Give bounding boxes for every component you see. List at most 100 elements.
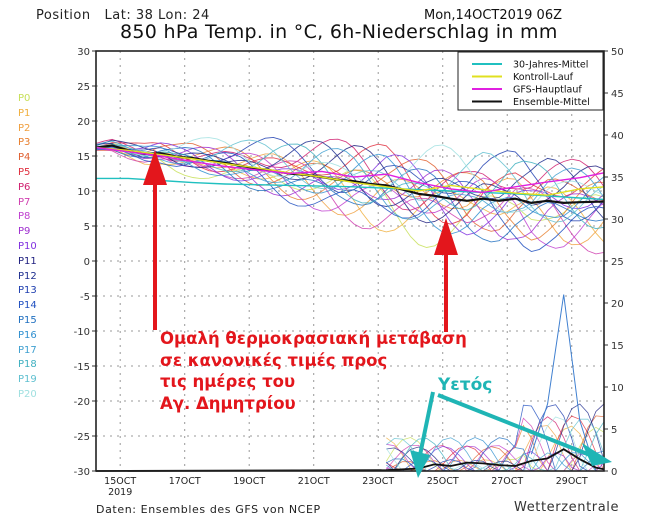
y-tick-label: -30 (74, 467, 90, 478)
legend-label: Kontroll-Lauf (513, 72, 574, 83)
data-source: Daten: Ensembles des GFS von NCEP (96, 503, 321, 516)
latitude: Lat: 38 (104, 8, 154, 23)
y-right-tick-label: 15 (611, 341, 624, 352)
y-tick-label: -15 (74, 362, 90, 373)
member-label: P7 (18, 196, 31, 208)
member-line (95, 142, 605, 232)
member-line (95, 146, 605, 252)
annotation-red-line: Ομαλή θερμοκρασιακή μετάβαση (160, 329, 467, 348)
position-label: Position (36, 8, 91, 23)
annotation-precip: Υετός (438, 375, 493, 395)
member-label: P13 (18, 285, 37, 297)
position-readout: Position Lat: 38 Lon: 24 (36, 8, 210, 23)
member-label: P6 (18, 181, 31, 193)
legend-label: 30-Jahres-Mittel (513, 60, 588, 71)
chart-title: 850 hPa Temp. in °C, 6h-Niederschlag in … (120, 21, 558, 43)
y-right-tick-label: 45 (611, 89, 624, 100)
cyan-arrow-right-head (582, 443, 612, 466)
member-label: P11 (18, 255, 37, 267)
brand: Wetterzentrale (514, 500, 620, 515)
member-precip-line (386, 403, 605, 472)
x-tick-label: 23OCT (362, 476, 394, 487)
y-right-tick-label: 0 (611, 467, 617, 478)
member-line (95, 140, 605, 220)
x-tick-label: 29OCT (556, 476, 588, 487)
x-tick-label: 15OCT (104, 476, 136, 487)
x-tick-label: 27OCT (491, 476, 523, 487)
member-label: P18 (18, 359, 37, 371)
member-label: P3 (18, 137, 31, 149)
member-line (95, 143, 605, 230)
y-tick-label: 15 (77, 152, 90, 163)
y-right-tick-label: 25 (611, 257, 624, 268)
member-label: P17 (18, 344, 37, 356)
y-tick-label: -5 (80, 292, 90, 303)
legend-box (457, 51, 604, 111)
plot-frame (95, 50, 605, 472)
y-right-tick-label: 30 (611, 215, 624, 226)
y-tick-label: 0 (84, 257, 90, 268)
annotation-arrows (143, 150, 612, 478)
member-label: P20 (18, 388, 37, 400)
cyan-arrow-right-shaft (437, 393, 591, 457)
member-label: P10 (18, 240, 37, 252)
series-line-kontroll-lauf (95, 146, 605, 196)
annotation-red-line: σε κανονικές τιμές προς (160, 350, 388, 370)
member-line (95, 148, 605, 255)
y-tick-label: 10 (77, 187, 90, 198)
member-line (95, 139, 605, 224)
member-label: P2 (18, 122, 31, 134)
member-label: P12 (18, 270, 37, 282)
x-tick-label: 21OCT (298, 476, 330, 487)
x-tick-label: 19OCT (233, 476, 265, 487)
annotation-red-line: τις ημέρες του (160, 372, 296, 391)
y-axis-left: 30 25 20 15 10 5 0 -5 -10 -15 -20 -25 -30 (74, 47, 96, 478)
y-tick-label: -25 (74, 432, 90, 443)
annotation-red-line: Αγ. Δημητρίου (160, 393, 296, 413)
red-arrow-right-head (434, 218, 458, 255)
legend-label: Ensemble-Mittel (513, 97, 590, 108)
series-line-gfs-hauptlauf (95, 146, 605, 194)
member-label: P14 (18, 300, 37, 312)
y-right-tick-label: 50 (611, 47, 624, 58)
member-list: P0 P1 P2 P3 P4 P5 P6 P7 P8 P9 P10 P11 P12 P13 P14 P15 P1… (18, 92, 37, 403)
run-date: Mon,14OCT2019 06Z (424, 8, 562, 23)
member-label: P19 (18, 374, 37, 386)
cyan-arrow-left-shaft (418, 391, 435, 456)
y-tick-label: 20 (77, 117, 90, 128)
red-arrow-left-head (143, 150, 167, 185)
y-right-tick-label: 20 (611, 299, 624, 310)
x-tick-label: 17OCT (169, 476, 201, 487)
precip-lines (95, 294, 605, 472)
series-lines (95, 144, 605, 205)
y-right-tick-label: 40 (611, 131, 624, 142)
member-label: P9 (18, 226, 31, 238)
y-right-tick-label: 10 (611, 383, 624, 394)
y-right-tick-label: 5 (611, 425, 617, 436)
x-tick-sublabel: 2019 (108, 487, 132, 498)
cyan-arrow-left-head (410, 450, 430, 478)
ensemble-member-lines (95, 136, 605, 472)
y-tick-label: -20 (74, 397, 90, 408)
longitude: Lon: 24 (158, 8, 210, 23)
y-tick-label: 25 (77, 82, 90, 93)
member-label: P4 (18, 152, 31, 164)
member-line (95, 136, 605, 222)
member-line (95, 147, 605, 243)
y-tick-label: 30 (77, 47, 90, 58)
legend-label: GFS-Hauptlauf (513, 85, 582, 96)
member-label: P1 (18, 107, 31, 119)
member-label: P8 (18, 211, 31, 223)
grid (96, 51, 604, 471)
member-line (95, 147, 605, 249)
precip-line (95, 448, 605, 472)
member-line (95, 137, 605, 214)
annotation-red: Ομαλή θερμοκρασιακή μετάβαση σε κανονικέ… (160, 328, 467, 414)
y-right-tick-label: 35 (611, 173, 624, 184)
member-label: P15 (18, 314, 37, 326)
precip-line (530, 294, 597, 472)
